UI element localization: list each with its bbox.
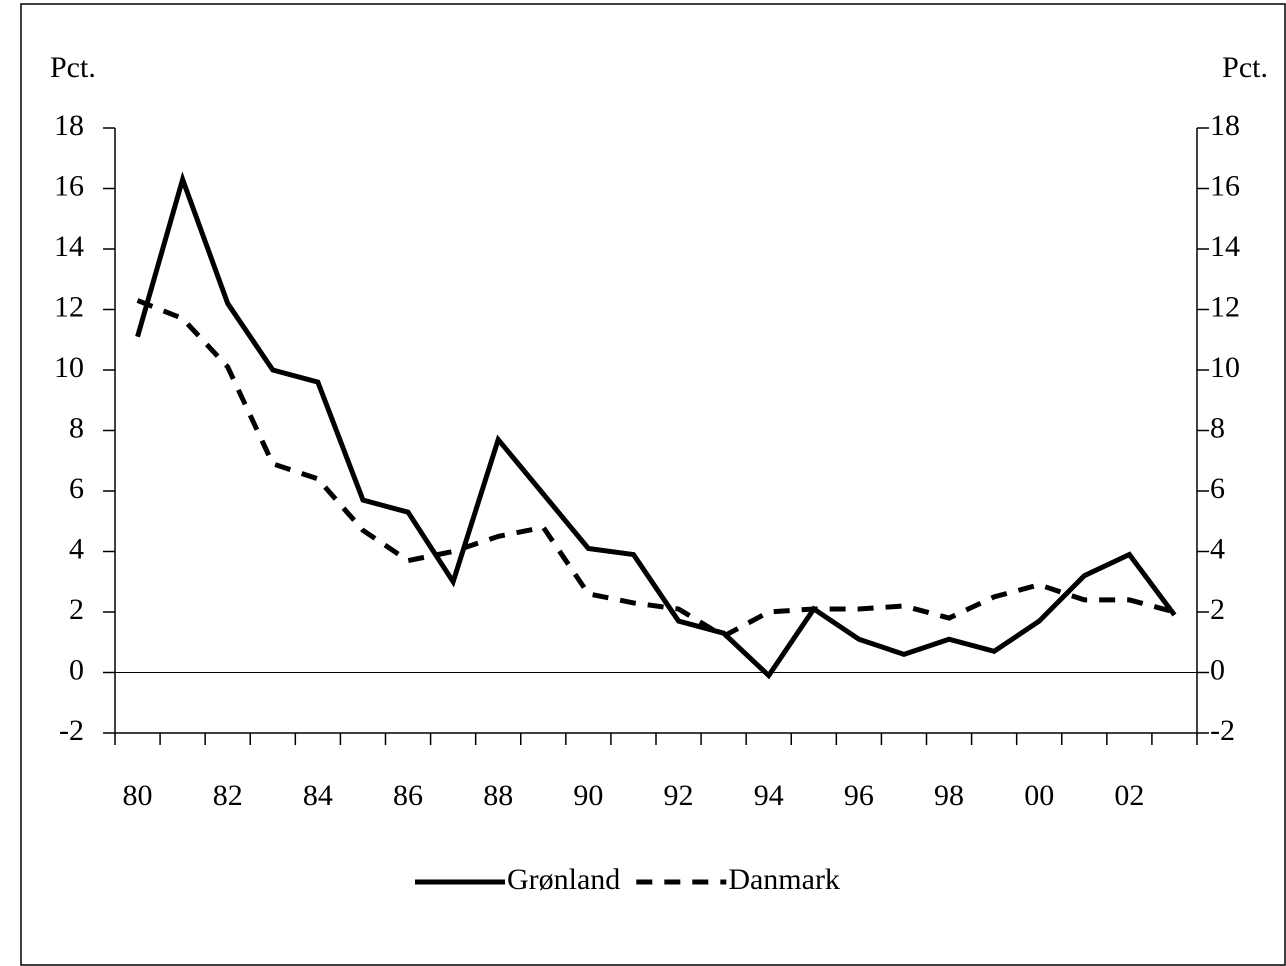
y2-tick-label: 0: [1210, 653, 1225, 686]
x-tick-label: 90: [573, 779, 603, 812]
y-tick-label: 10: [54, 351, 84, 384]
y-tick-label: 12: [54, 290, 84, 323]
x-tick-label: 00: [1024, 779, 1054, 812]
x-tick-label: 96: [844, 779, 874, 812]
y-tick-label: -2: [59, 714, 84, 747]
y-tick-label: 8: [69, 411, 84, 444]
x-tick-label: 84: [303, 779, 333, 812]
x-tick-label: 80: [123, 779, 153, 812]
y2-tick-label: 8: [1210, 411, 1225, 444]
y2-tick-label: 12: [1210, 290, 1240, 323]
y-tick-label: 14: [54, 230, 84, 263]
y-tick-label: 16: [54, 169, 84, 202]
y2-tick-label: 14: [1210, 230, 1240, 263]
y-tick-label: 6: [69, 472, 84, 505]
x-tick-label: 94: [754, 779, 784, 812]
legend-label: Danmark: [728, 863, 840, 896]
y-tick-label: 4: [69, 532, 84, 565]
x-tick-label: 88: [483, 779, 513, 812]
legend-label: Grønland: [507, 863, 620, 896]
x-tick-label: 86: [393, 779, 423, 812]
y2-tick-label: 10: [1210, 351, 1240, 384]
y-tick-label: 0: [69, 653, 84, 686]
series-line: [136, 298, 1176, 640]
x-tick-label: 98: [934, 779, 964, 812]
y2-tick-label: 2: [1210, 593, 1225, 626]
x-tick-label: 92: [664, 779, 694, 812]
y2-tick-label: 18: [1210, 109, 1240, 142]
x-tick-label: 02: [1114, 779, 1144, 812]
y-tick-label: 2: [69, 593, 84, 626]
x-tick-label: 82: [213, 779, 243, 812]
y-tick-label: 18: [54, 109, 84, 142]
y2-tick-label: 4: [1210, 532, 1225, 565]
y-axis-label: Pct.: [50, 51, 96, 84]
y2-axis-label: Pct.: [1222, 51, 1268, 84]
y2-tick-label: -2: [1210, 714, 1235, 747]
frame: [20, 3, 1286, 966]
y2-tick-label: 16: [1210, 169, 1240, 202]
y2-tick-label: 6: [1210, 472, 1225, 505]
series-line: [135, 171, 1177, 680]
